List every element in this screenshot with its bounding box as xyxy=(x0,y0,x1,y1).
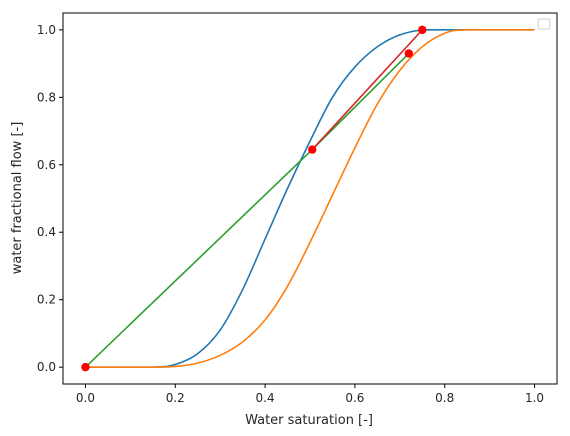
y-tick-label: 0.6 xyxy=(37,158,56,172)
data-point-3 xyxy=(405,49,413,57)
y-axis-label: water fractional flow [-] xyxy=(10,122,25,275)
series-line-1 xyxy=(85,30,534,367)
x-axis-ticks: 0.0 0.2 0.4 0.6 0.8 1.0 xyxy=(76,384,544,405)
y-axis-ticks: 0.0 0.2 0.4 0.6 0.8 1.0 xyxy=(37,23,63,374)
x-tick-label: 0.0 xyxy=(76,391,95,405)
legend-box xyxy=(538,19,550,29)
series-line-3 xyxy=(85,53,408,367)
x-tick-label: 0.4 xyxy=(256,391,275,405)
y-tick-label: 0.2 xyxy=(37,293,56,307)
x-axis-label: Water saturation [-] xyxy=(245,413,373,428)
y-tick-label: 0.0 xyxy=(37,360,56,374)
y-tick-label: 0.4 xyxy=(37,225,56,239)
series-line-4 xyxy=(312,30,422,150)
data-point-4 xyxy=(418,26,426,34)
x-tick-label: 0.6 xyxy=(345,391,364,405)
x-tick-label: 1.0 xyxy=(525,391,544,405)
y-tick-label: 1.0 xyxy=(37,23,56,37)
series-line-2 xyxy=(85,30,534,367)
x-tick-label: 0.2 xyxy=(166,391,185,405)
data-point-1 xyxy=(81,363,89,371)
axes-frame xyxy=(63,13,557,384)
plot-area xyxy=(81,26,534,372)
y-tick-label: 0.8 xyxy=(37,90,56,104)
data-point-2 xyxy=(308,145,316,153)
x-tick-label: 0.8 xyxy=(435,391,454,405)
